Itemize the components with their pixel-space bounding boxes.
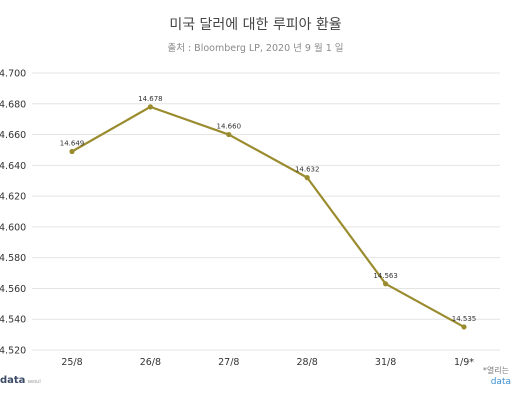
x-tick-label: 1/9* <box>454 357 474 368</box>
data-point <box>69 148 75 155</box>
y-tick-label: 4.540 <box>0 315 26 326</box>
y-tick-label: 4.600 <box>0 222 26 233</box>
data-point <box>304 175 310 181</box>
brand-logo-right: data <box>490 377 511 387</box>
data-point <box>383 281 389 287</box>
data-label: 14.678 <box>138 95 163 103</box>
chart-subtitle: 출처 : Bloomberg LP, 2020 년 9 월 1 일 <box>167 43 344 54</box>
footnote: *열리는 <box>482 366 509 375</box>
x-tick-label: 26/8 <box>140 357 161 368</box>
series-line <box>71 105 465 328</box>
brand-logo: data seoul <box>0 375 41 386</box>
data-label: 14.649 <box>60 139 85 147</box>
data-label: 14.660 <box>217 123 242 131</box>
y-tick-label: 4.580 <box>0 253 26 264</box>
x-tick-label: 25/8 <box>61 357 82 368</box>
y-tick-label: 4.520 <box>0 346 26 357</box>
x-tick-label: 31/8 <box>375 357 396 368</box>
chart-title: 미국 달러에 대한 루피아 환율 <box>169 17 342 33</box>
y-tick-label: 4.660 <box>0 130 26 141</box>
data-point <box>461 324 467 330</box>
y-tick-label: 4.640 <box>0 161 26 172</box>
y-tick-label: 4.620 <box>0 192 26 203</box>
data-point <box>147 104 153 110</box>
data-label: 14.535 <box>452 315 477 323</box>
data-label: 14.563 <box>373 272 398 280</box>
data-label: 14.632 <box>295 166 320 174</box>
y-tick-label: 4.680 <box>0 99 26 110</box>
y-tick-label: 4.700 <box>0 69 26 80</box>
x-tick-label: 28/8 <box>297 357 318 368</box>
y-tick-label: 4.560 <box>0 284 26 295</box>
x-tick-label: 27/8 <box>218 357 239 368</box>
data-point <box>226 131 232 138</box>
